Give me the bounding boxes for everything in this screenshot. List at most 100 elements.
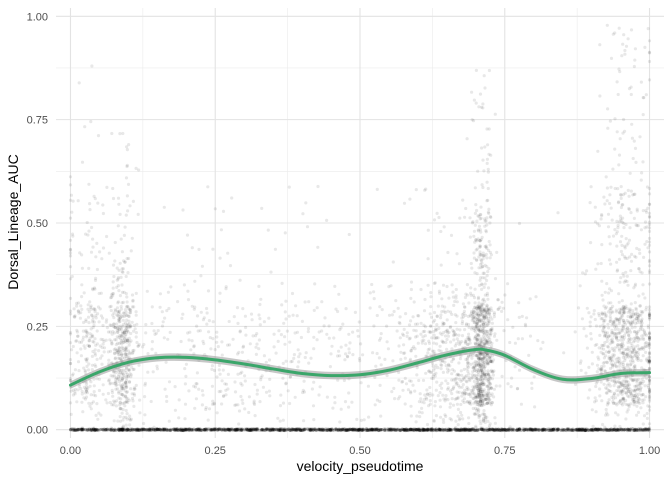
scatter-point (615, 80, 619, 84)
scatter-point (308, 428, 312, 432)
scatter-point (493, 277, 498, 281)
scatter-point (491, 428, 496, 432)
scatter-point (450, 428, 454, 433)
scatter-point (177, 416, 181, 420)
scatter-point (160, 310, 164, 314)
scatter-point (216, 345, 220, 349)
scatter-point (599, 427, 603, 432)
scatter-point (136, 212, 140, 216)
scatter-point (571, 427, 575, 431)
scatter-point (109, 323, 113, 327)
scatter-point (403, 376, 407, 380)
scatter-point (321, 428, 325, 432)
scatter-point (89, 428, 93, 432)
scatter-point (589, 337, 593, 341)
scatter-point (444, 427, 448, 431)
scatter-point (522, 427, 527, 431)
scatter-point (468, 428, 472, 432)
scatter-point (584, 427, 588, 431)
scatter-point (88, 404, 92, 408)
scatter-point (591, 428, 595, 433)
scatter-point (623, 52, 627, 56)
scatter-point (119, 304, 123, 309)
scatter-point (295, 314, 299, 318)
scatter-point (610, 218, 614, 222)
scatter-point (120, 334, 124, 338)
scatter-point (152, 428, 156, 432)
scatter-point (92, 390, 96, 394)
scatter-point (517, 221, 522, 226)
scatter-point (131, 399, 135, 403)
scatter-point (159, 428, 164, 432)
scatter-point (509, 428, 513, 432)
scatter-point (387, 427, 391, 431)
scatter-point (463, 328, 467, 332)
scatter-point (312, 308, 316, 312)
scatter-point (408, 197, 412, 201)
scatter-point (105, 401, 109, 405)
scatter-point (122, 427, 126, 431)
scatter-point (551, 428, 555, 432)
scatter-point (282, 321, 286, 325)
scatter-point (505, 428, 509, 432)
scatter-point (473, 368, 477, 373)
scatter-point (493, 112, 497, 116)
scatter-point (411, 428, 415, 432)
scatter-point (500, 427, 504, 431)
scatter-point (127, 314, 131, 319)
scatter-point (402, 201, 407, 205)
scatter-point (127, 380, 132, 384)
scatter-point (469, 261, 473, 266)
scatter-point (115, 306, 119, 310)
scatter-point (379, 414, 383, 418)
scatter-point (375, 427, 379, 431)
scatter-point (345, 354, 349, 358)
scatter-point (262, 354, 266, 358)
scatter-point (247, 410, 251, 415)
scatter-point (104, 428, 108, 432)
scatter-point (240, 428, 244, 432)
scatter-point (419, 287, 423, 292)
scatter-point (249, 428, 253, 432)
scatter-point (633, 325, 637, 329)
scatter-point (197, 428, 201, 433)
scatter-point (118, 407, 122, 411)
scatter-point (389, 428, 393, 433)
scatter-point (123, 347, 127, 351)
scatter-point (639, 178, 643, 182)
scatter-point (596, 428, 600, 432)
scatter-point (383, 427, 387, 431)
scatter-point (635, 380, 639, 384)
scatter-point (639, 359, 643, 363)
scatter-point (92, 340, 96, 344)
scatter-point (428, 312, 432, 316)
scatter-point (371, 351, 375, 355)
scatter-point (405, 331, 409, 335)
scatter-point (366, 428, 371, 432)
scatter-point (443, 399, 447, 403)
scatter-point (615, 427, 620, 431)
scatter-point (91, 288, 95, 292)
scatter-point (255, 427, 259, 431)
scatter-point (288, 340, 292, 344)
scatter-point (299, 335, 303, 340)
scatter-point (464, 426, 468, 430)
scatter-point (124, 352, 128, 356)
scatter-point (474, 101, 478, 105)
scatter-point (437, 428, 441, 432)
scatter-point (485, 274, 489, 278)
scatter-point (462, 428, 466, 432)
scatter-point (481, 334, 485, 338)
scatter-point (492, 428, 496, 433)
scatter-point (490, 341, 494, 345)
scatter-point (457, 342, 461, 347)
scatter-point (111, 330, 115, 334)
scatter-point (488, 428, 493, 432)
scatter-point (508, 340, 512, 345)
scatter-point (504, 428, 508, 433)
scatter-point (396, 306, 400, 310)
scatter-point (405, 428, 409, 433)
scatter-point (422, 397, 426, 402)
scatter-point (452, 378, 456, 382)
